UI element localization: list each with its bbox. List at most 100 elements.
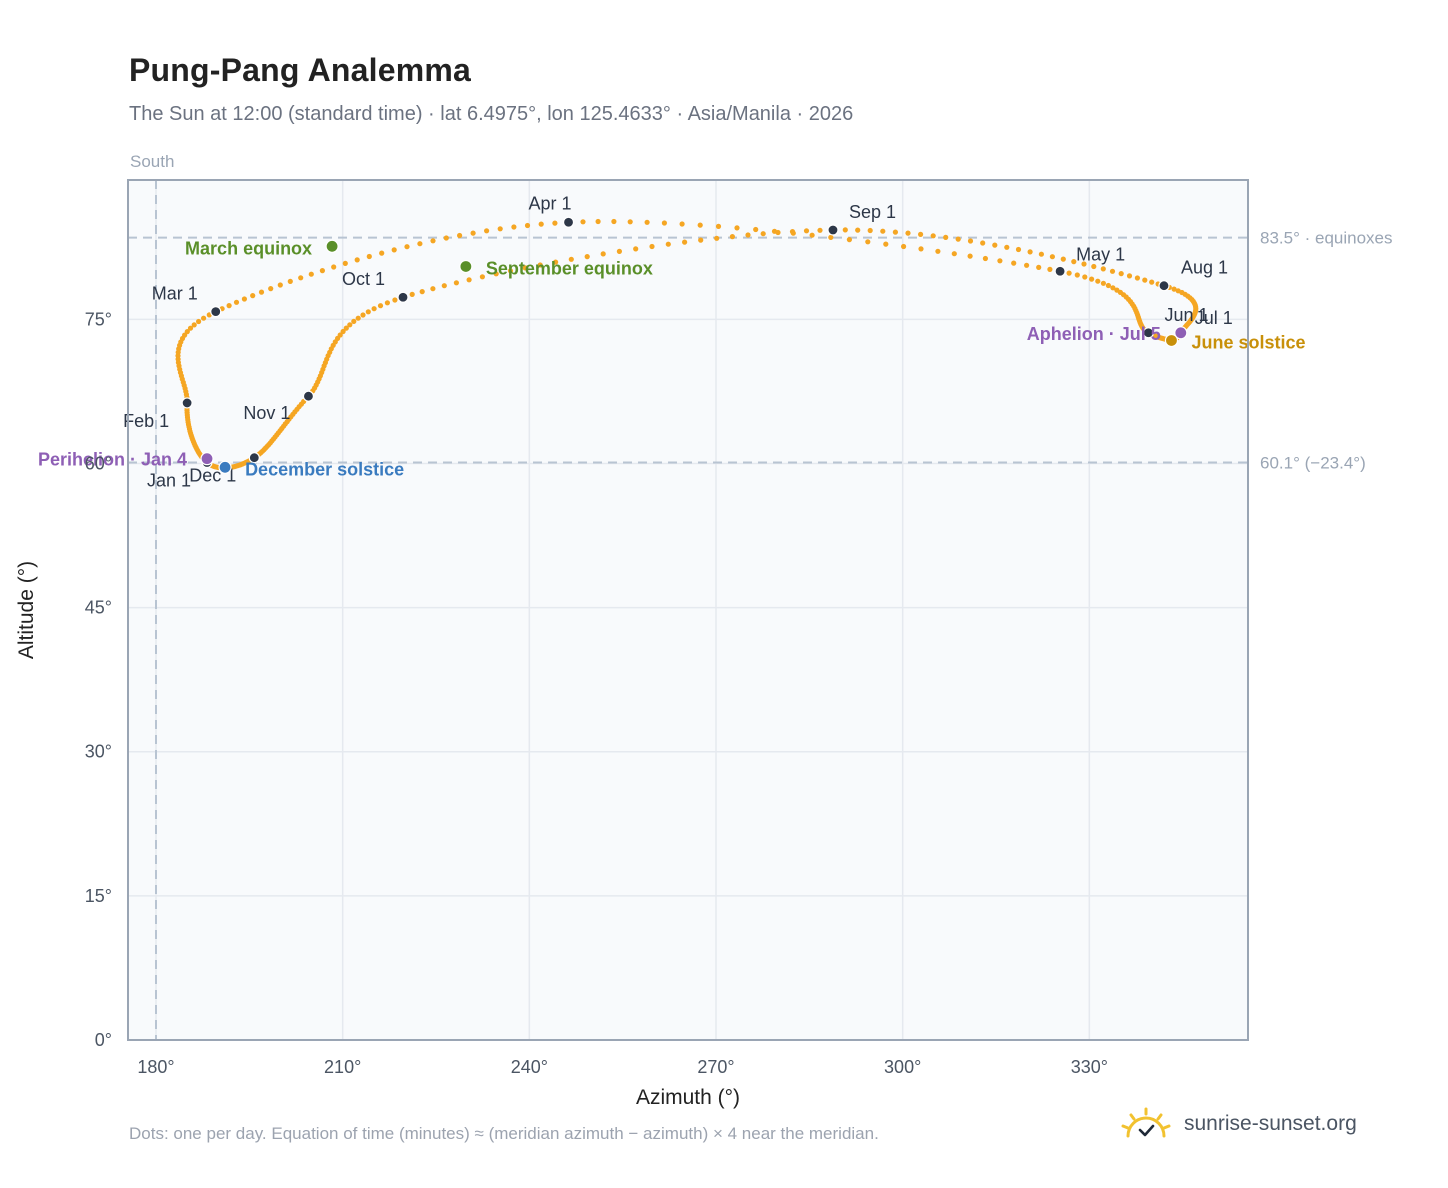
x-tick-label: 180° — [137, 1057, 174, 1077]
daily-dot — [698, 237, 704, 243]
daily-dot — [1071, 259, 1077, 265]
daily-dot — [980, 240, 986, 246]
event-marker — [459, 259, 473, 274]
event-label: September equinox — [486, 258, 653, 278]
daily-dot — [1105, 282, 1111, 289]
daily-dot — [343, 325, 349, 331]
x-tick-label: 210° — [324, 1057, 361, 1077]
daily-dot — [184, 329, 190, 335]
daily-dot — [1095, 278, 1101, 284]
daily-dot — [644, 219, 650, 225]
daily-dot — [714, 235, 720, 241]
daily-dot — [241, 296, 247, 302]
daily-dot — [1015, 246, 1022, 253]
daily-dot — [226, 303, 232, 309]
event-marker — [1174, 326, 1188, 340]
daily-dot — [537, 262, 543, 268]
daily-dot — [308, 271, 314, 277]
month-marker — [181, 397, 193, 409]
daily-dot — [1027, 249, 1033, 255]
y-tick-label: 30° — [85, 742, 112, 762]
daily-dot — [340, 328, 346, 335]
event-label: March equinox — [185, 238, 312, 258]
daily-dot — [775, 229, 781, 236]
y-tick-label: 15° — [85, 886, 112, 906]
reference-line-label: 83.5° · equinoxes — [1260, 229, 1393, 248]
daily-dot — [789, 229, 796, 235]
month-marker — [1142, 327, 1155, 339]
daily-dot — [419, 289, 425, 295]
daily-dot — [1091, 263, 1097, 270]
daily-dot — [1047, 266, 1053, 272]
daily-dot — [679, 221, 685, 227]
daily-dot — [342, 260, 348, 266]
daily-dot — [883, 241, 889, 247]
brand[interactable]: sunrise-sunset.org — [1120, 1102, 1357, 1146]
daily-dot — [187, 325, 194, 331]
daily-dot — [1060, 256, 1066, 262]
daily-dot — [992, 242, 998, 248]
daily-dot — [360, 312, 366, 318]
x-tick-label: 270° — [697, 1057, 734, 1077]
daily-dot — [484, 228, 490, 234]
daily-dot — [1081, 261, 1087, 267]
daily-dot — [392, 297, 398, 303]
y-axis-label: Altitude (°) — [15, 561, 38, 659]
daily-dot — [595, 218, 601, 225]
daily-dot — [943, 234, 949, 240]
daily-dot — [918, 231, 924, 237]
x-tick-label: 240° — [511, 1057, 548, 1077]
daily-dot — [809, 232, 815, 238]
daily-dot — [918, 246, 924, 252]
daily-dot — [277, 282, 283, 288]
footnote: Dots: one per day. Equation of time (min… — [129, 1124, 879, 1143]
daily-dot — [365, 309, 371, 315]
month-marker — [248, 452, 260, 464]
daily-dot — [568, 256, 574, 262]
daily-dot — [417, 241, 423, 247]
daily-dot — [817, 227, 823, 233]
chart-title: Pung-Pang Analemma — [129, 52, 472, 88]
daily-dot — [967, 238, 974, 244]
daily-dot — [250, 293, 256, 299]
daily-dot — [627, 219, 633, 225]
month-marker — [827, 224, 839, 236]
month-marker — [397, 291, 409, 303]
daily-dot — [828, 234, 834, 240]
daily-dot — [1089, 276, 1095, 282]
daily-dot — [470, 230, 476, 236]
daily-dot — [355, 315, 361, 321]
daily-dot — [930, 233, 936, 239]
daily-dot — [298, 275, 304, 281]
daily-dot — [331, 264, 337, 270]
daily-dot — [182, 332, 188, 338]
y-tick-label: 45° — [85, 598, 112, 618]
daily-dot — [430, 238, 436, 244]
daily-dot — [268, 286, 274, 292]
month-label: May 1 — [1076, 244, 1125, 264]
daily-dot — [1110, 285, 1116, 291]
x-axis-label: Azimuth (°) — [636, 1086, 740, 1109]
daily-dot — [967, 253, 973, 259]
daily-dot — [347, 322, 353, 328]
daily-dot — [287, 278, 293, 284]
daily-dot — [846, 237, 853, 243]
daily-dot — [842, 227, 848, 233]
month-marker — [302, 390, 315, 402]
daily-dot — [1082, 274, 1088, 280]
daily-dot — [377, 303, 384, 309]
month-marker — [210, 306, 222, 318]
daily-dot — [1011, 260, 1017, 266]
daily-dot — [479, 274, 485, 280]
daily-dot — [497, 226, 503, 232]
daily-dot — [745, 232, 751, 238]
x-tick-label: 330° — [1071, 1057, 1108, 1077]
daily-dot — [584, 254, 590, 260]
month-label: Oct 1 — [342, 269, 385, 289]
daily-dot — [1100, 280, 1106, 286]
plot-frame — [127, 179, 1249, 1041]
daily-dot — [233, 299, 240, 305]
daily-dot — [457, 232, 463, 239]
daily-dot — [633, 246, 639, 252]
event-marker — [325, 239, 339, 253]
